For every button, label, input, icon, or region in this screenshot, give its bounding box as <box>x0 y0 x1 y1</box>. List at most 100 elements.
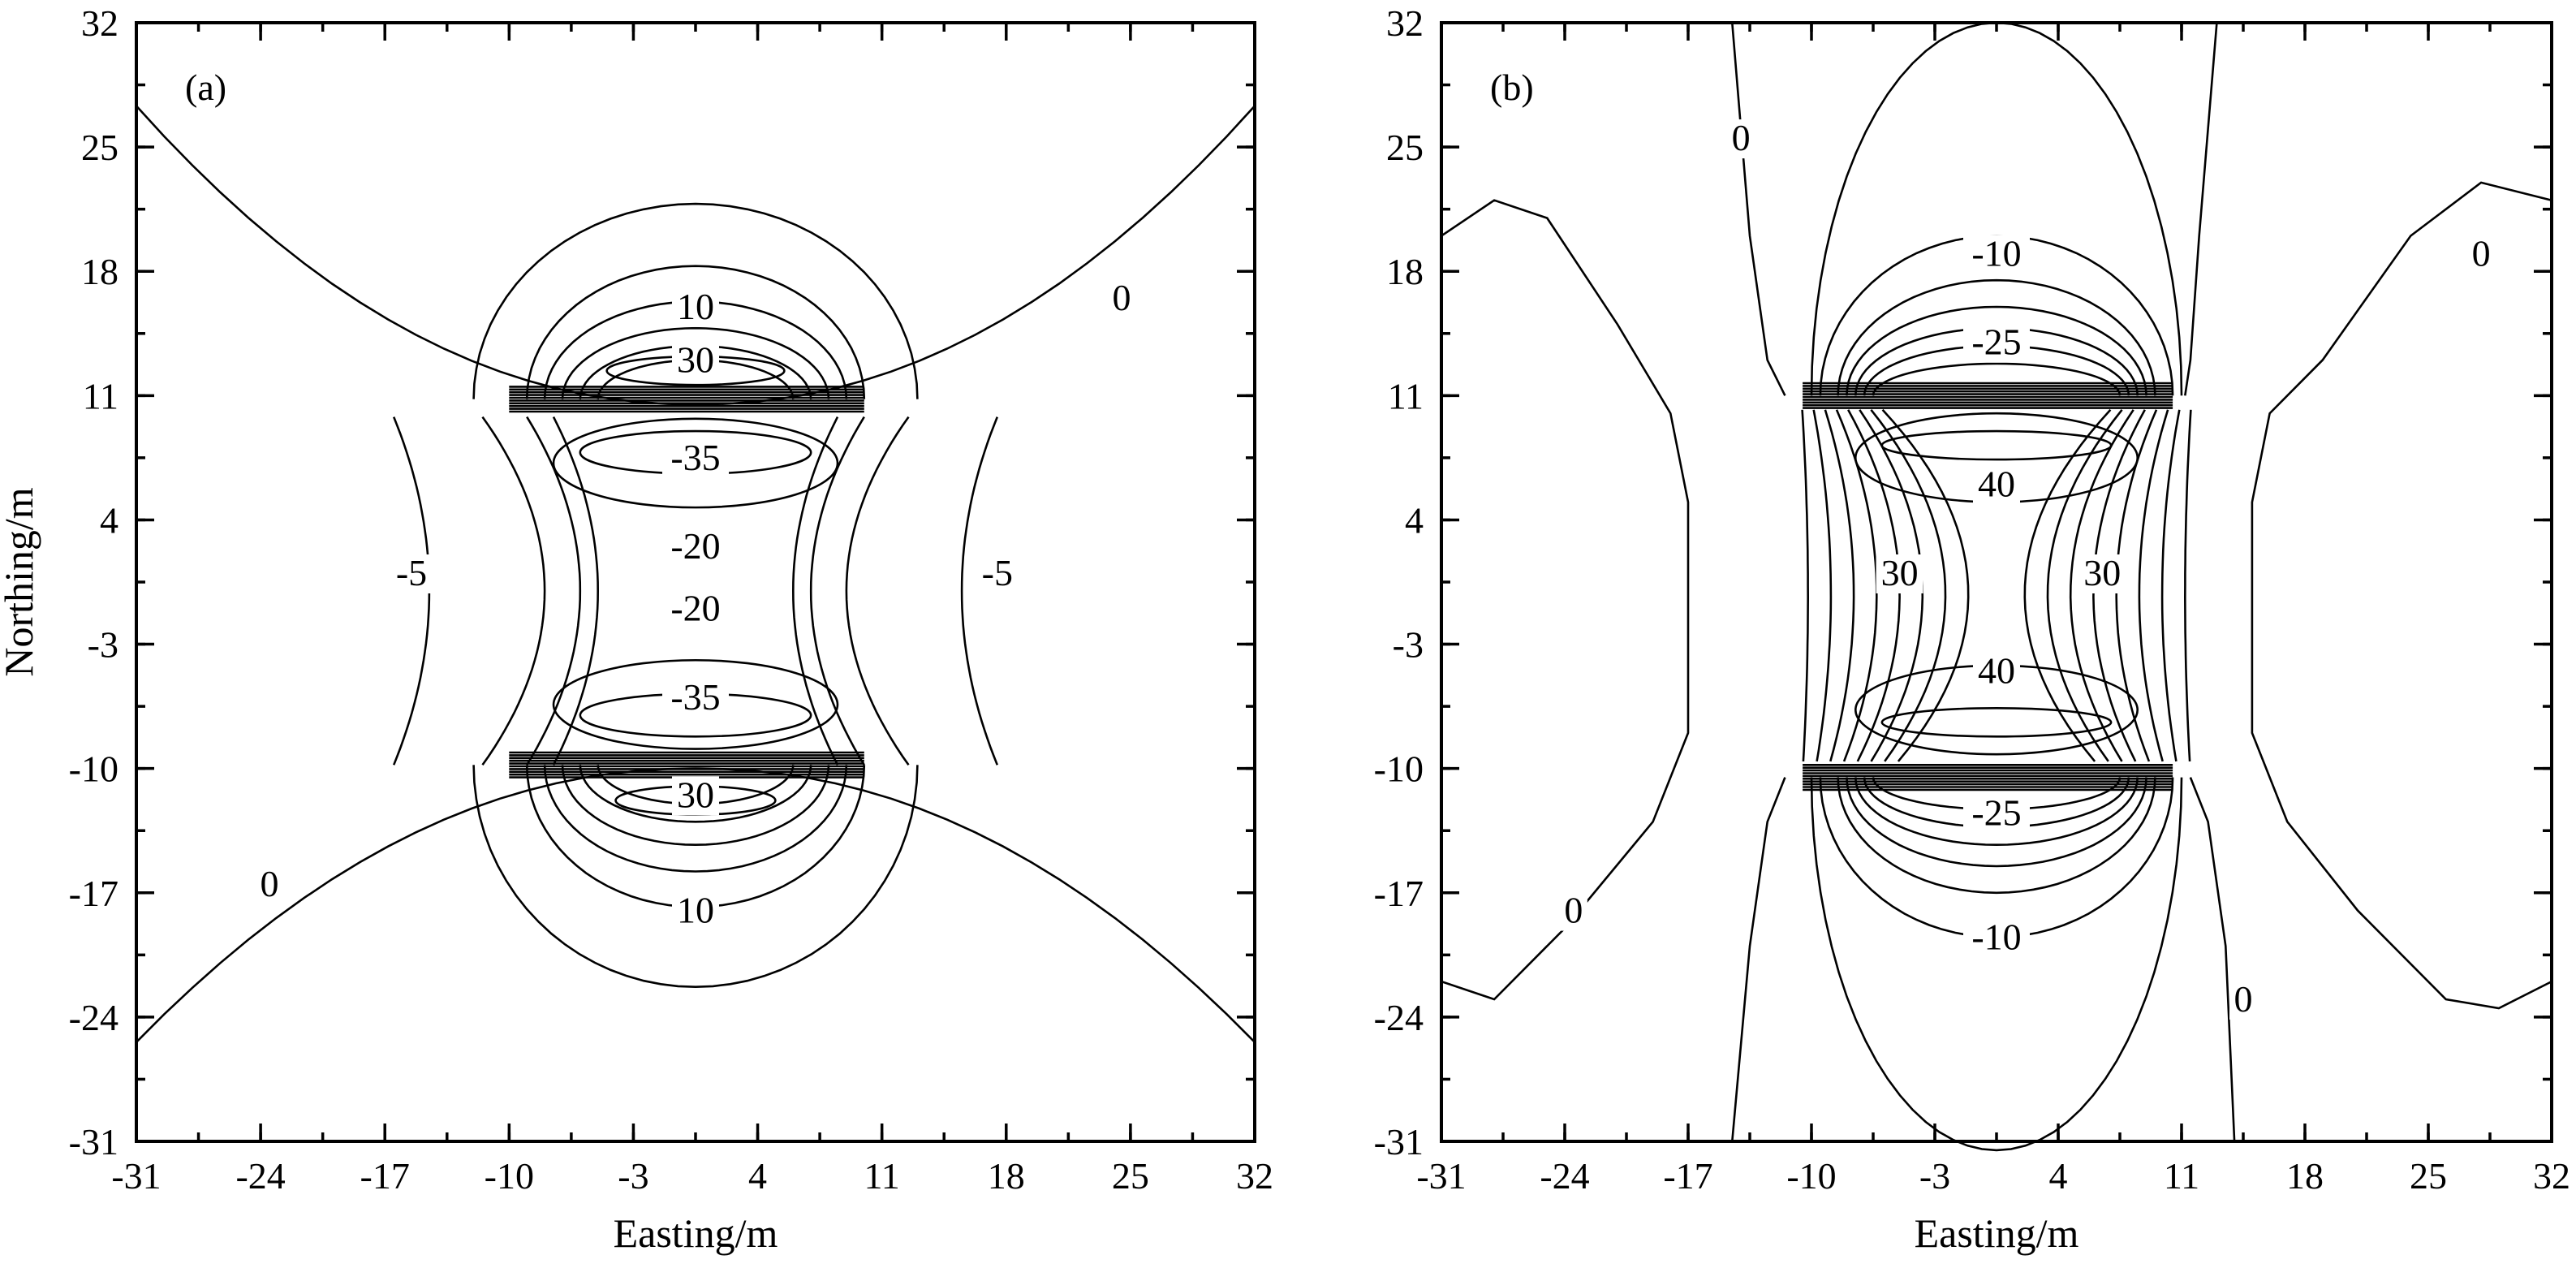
x-tick-label: -17 <box>360 1155 410 1197</box>
contour-column-left <box>1812 409 1833 762</box>
contour-bottom-lobe <box>1837 777 2156 895</box>
contour-zero-col <box>1731 777 1786 1142</box>
x-tick-label: -10 <box>1786 1155 1836 1197</box>
y-tick-label: -10 <box>1374 748 1424 790</box>
contour-top-lobe <box>1846 305 2147 396</box>
contour-label: 0 <box>1564 890 1583 931</box>
contour-label-backing <box>1973 465 2020 505</box>
contour-neg-ring <box>552 658 839 750</box>
contour-zero-col <box>2189 777 2236 1142</box>
contour-label-backing <box>2078 554 2126 593</box>
y-tick-label: 4 <box>100 499 118 541</box>
x-tick-label: 25 <box>2410 1155 2447 1197</box>
x-tick-label: 18 <box>988 1155 1025 1197</box>
y-tick-label: 25 <box>81 127 118 168</box>
contour-inner-right <box>791 416 839 766</box>
x-tick-label: -31 <box>111 1155 161 1197</box>
contour-label: -10 <box>1971 232 2021 274</box>
contour-column-right <box>2183 409 2192 761</box>
y-tick-label: 11 <box>83 375 118 416</box>
contour-label-backing <box>256 865 284 904</box>
contour-label-backing <box>1559 891 1587 931</box>
contour-zero-col <box>2184 22 2218 396</box>
contour-inner-right <box>845 416 910 766</box>
x-tick-label: -17 <box>1663 1155 1712 1197</box>
y-tick-label: -3 <box>1393 624 1424 666</box>
contour-label-backing <box>672 341 719 381</box>
contour-label: -35 <box>670 676 720 718</box>
x-tick-label: 32 <box>1236 1155 1273 1197</box>
contour-bottom-lobe <box>1854 777 2139 847</box>
contour-label: -25 <box>1971 321 2021 363</box>
contour-labels: 10 30 -35 -20 -20 -35 30 10 0 0 -5 -5 <box>256 277 1135 931</box>
y-tick-label: 32 <box>81 2 118 44</box>
contour-column-right <box>2069 409 2134 762</box>
contour-label: 30 <box>2083 552 2121 593</box>
contour-bottom-arch <box>1810 777 2183 1152</box>
contour-label-backing <box>672 891 719 931</box>
contour-pos-ring <box>1880 706 2113 738</box>
y-tick-label: -24 <box>1374 997 1424 1038</box>
contour-label-backing <box>2467 235 2496 274</box>
y-tick-label: -10 <box>69 748 118 790</box>
y-tick-label: 25 <box>1386 127 1424 168</box>
contour-inner-right <box>809 416 865 766</box>
contour-top-lobe <box>525 265 866 399</box>
y-tick-label: -24 <box>69 997 118 1038</box>
contour-label: -35 <box>670 437 720 478</box>
contour-inner-left <box>526 416 582 766</box>
y-tick-label: 32 <box>1386 2 1424 44</box>
panel-label: (a) <box>185 67 226 108</box>
x-axis-label: Easting/m <box>614 1210 778 1256</box>
y-axis: 32 25 18 11 4 -3 -10 -17 -24 -31 <box>1374 2 2552 1162</box>
contour-neg-ring <box>552 417 839 509</box>
contour-label: -5 <box>982 552 1013 593</box>
x-tick-label: 11 <box>2164 1155 2199 1197</box>
contour-label: -20 <box>670 588 720 629</box>
y-tick-label: 4 <box>1405 499 1424 541</box>
x-tick-label: -24 <box>1540 1155 1589 1197</box>
contour-zero-left <box>1441 199 1690 1001</box>
contour-column-right <box>2160 409 2181 762</box>
x-tick-label: 25 <box>1112 1155 1149 1197</box>
contour-label: -25 <box>1971 791 2021 833</box>
x-tick-label: 4 <box>2049 1155 2068 1197</box>
contour-label: -10 <box>1971 916 2021 957</box>
y-tick-label: 18 <box>1386 251 1424 292</box>
contour-label: 30 <box>1881 552 1919 593</box>
contour-column-left <box>1801 409 1810 761</box>
contour-label-backing <box>1727 119 1755 159</box>
contour-top-lobe <box>472 202 919 399</box>
contour-label-backing <box>1963 323 2030 363</box>
contour-label-backing <box>672 776 719 816</box>
panel-a: -31 -24 -17 -10 -3 4 11 18 25 32 32 25 18 11 4 -3 -10 -17… <box>0 2 1273 1256</box>
y-axis-label: Northing/m <box>0 487 41 676</box>
x-tick-label: 4 <box>748 1155 767 1197</box>
contour-zero-top <box>136 105 1256 406</box>
contour-inner-right <box>960 416 999 766</box>
y-tick-label: -17 <box>69 873 118 914</box>
x-tick-label: -31 <box>1416 1155 1466 1197</box>
contour-label-backing <box>1876 554 1923 593</box>
y-tick-label: -3 <box>88 624 118 666</box>
plot-frame <box>135 21 1256 1143</box>
contour-label-backing <box>662 438 729 478</box>
contour-label: -20 <box>670 525 720 567</box>
y-tick-label: 11 <box>1388 375 1424 416</box>
x-tick-label: 18 <box>2286 1155 2324 1197</box>
y-tick-label: -31 <box>1374 1121 1424 1162</box>
contour-label-backing <box>388 554 436 593</box>
plot-frame <box>1440 21 2553 1143</box>
contour-bottom-lobe <box>1846 777 2147 868</box>
contour-label-backing <box>1963 235 2030 274</box>
contour-label: 0 <box>2472 232 2491 274</box>
contour-label: 30 <box>677 774 714 815</box>
y-axis: 32 25 18 11 4 -3 -10 -17 -24 -31 <box>69 2 1255 1162</box>
x-tick-label: -24 <box>235 1155 285 1197</box>
contour-label: 40 <box>1978 464 2015 505</box>
contour-label-backing <box>1963 918 2030 958</box>
x-axis-label: Easting/m <box>1915 1210 2079 1256</box>
contour-label-backing <box>672 287 719 327</box>
panel-label: (b) <box>1490 67 1534 108</box>
